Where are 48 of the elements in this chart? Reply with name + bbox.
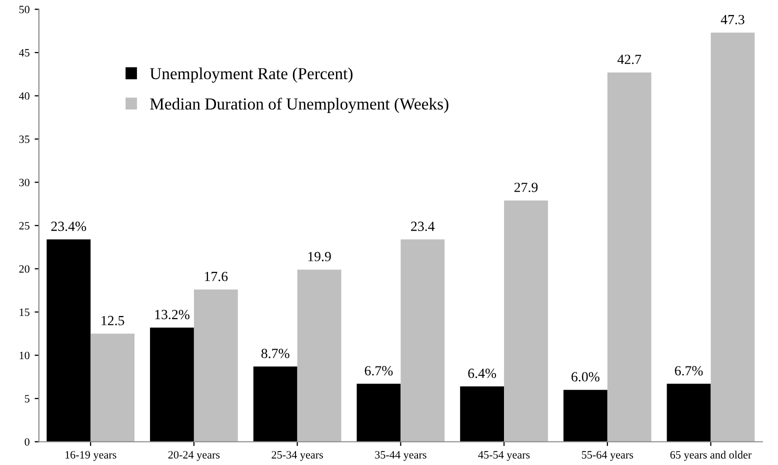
y-tick-label: 50: [19, 6, 30, 14]
y-tick-label: 25: [19, 222, 30, 230]
x-tick-label: 20-24 years: [168, 451, 220, 461]
bar: [150, 328, 194, 442]
data-label: 23.4%: [51, 222, 86, 232]
bar: [194, 290, 238, 442]
x-tick-label: 16-19 years: [65, 451, 116, 461]
y-tick-label: 10: [20, 352, 30, 360]
x-tick-label: 65 years and older: [670, 450, 752, 461]
y-tick-label: 40: [18, 92, 30, 100]
bar: [400, 239, 445, 442]
data-label: 6.7%: [674, 366, 703, 376]
bar: [666, 384, 711, 442]
data-label: 17.6: [204, 272, 228, 282]
data-label: 6.0%: [572, 372, 600, 382]
y-tick-label: 45: [18, 49, 30, 57]
bar: [460, 386, 504, 442]
y-tick-label: 35: [19, 136, 30, 143]
bar: [563, 390, 608, 442]
data-label: 47.3: [720, 14, 744, 24]
data-label: 6.7%: [364, 366, 393, 376]
x-tick-label: 45-54 years: [478, 451, 530, 461]
data-label: 12.5: [102, 316, 124, 326]
data-label: 8.7%: [261, 348, 290, 358]
data-label: 23.4: [411, 222, 435, 232]
bar: [297, 270, 342, 442]
data-label: 13.2%: [155, 310, 190, 320]
bar: [356, 384, 401, 442]
bar: [504, 200, 548, 442]
data-label: 19.9: [308, 252, 331, 262]
x-tick-label: 35-44 years: [375, 451, 426, 461]
data-label: 6.4%: [468, 368, 496, 378]
data-label: 27.9: [514, 182, 538, 192]
x-tick-label: 55-64 years: [582, 451, 634, 461]
y-tick-label: 20: [19, 265, 30, 273]
bar: [710, 32, 755, 442]
legend-label: Unemployment Rate (Percent): [150, 68, 352, 83]
y-tick-label: 15: [20, 308, 30, 316]
bar: [90, 334, 135, 442]
y-tick-label: 30: [19, 178, 30, 186]
legend-label: Median Duration of Unemployment (Weeks): [150, 98, 448, 114]
y-tick-label: 5: [24, 395, 30, 402]
bar: [253, 366, 298, 442]
bar: [46, 239, 91, 442]
data-label: 42.7: [617, 54, 642, 64]
y-tick-label: 0: [24, 438, 30, 446]
bar: [607, 72, 652, 442]
x-tick-label: 25-34 years: [272, 451, 323, 461]
